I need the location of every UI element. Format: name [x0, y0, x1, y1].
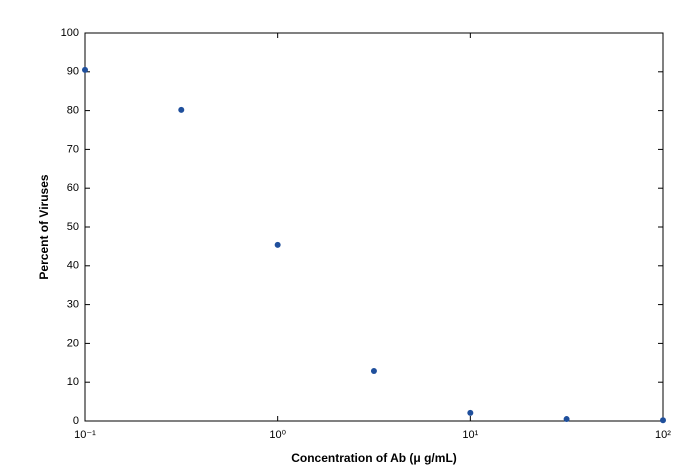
y-tick-label: 20	[67, 337, 79, 349]
point	[563, 416, 570, 423]
x-tick-label: 10⁻¹	[74, 429, 96, 441]
y-tick-label: 0	[73, 415, 79, 427]
x-tick-label: 10²	[655, 429, 671, 441]
x-axis-title: Concentration of Ab (μ g/mL)	[291, 451, 457, 465]
y-tick-label: 30	[67, 299, 79, 311]
point	[82, 66, 88, 73]
point	[274, 241, 281, 248]
y-tick-label: 100	[61, 27, 79, 39]
y-tick-label: 80	[67, 105, 79, 117]
y-tick-label: 40	[67, 260, 79, 272]
point	[660, 417, 666, 424]
y-axis-title: Percent of Viruses	[37, 174, 51, 279]
y-tick-label: 50	[67, 221, 79, 233]
point	[370, 367, 377, 374]
y-tick-label: 10	[67, 376, 79, 388]
y-tick-label: 70	[67, 143, 79, 155]
y-tick-label: 60	[67, 182, 79, 194]
y-tick-label: 90	[67, 66, 79, 78]
x-tick-label: 10¹	[462, 429, 478, 441]
x-tick-label: 10⁰	[269, 429, 286, 441]
point	[178, 106, 185, 113]
point	[467, 409, 474, 416]
plot-frame	[84, 32, 664, 422]
